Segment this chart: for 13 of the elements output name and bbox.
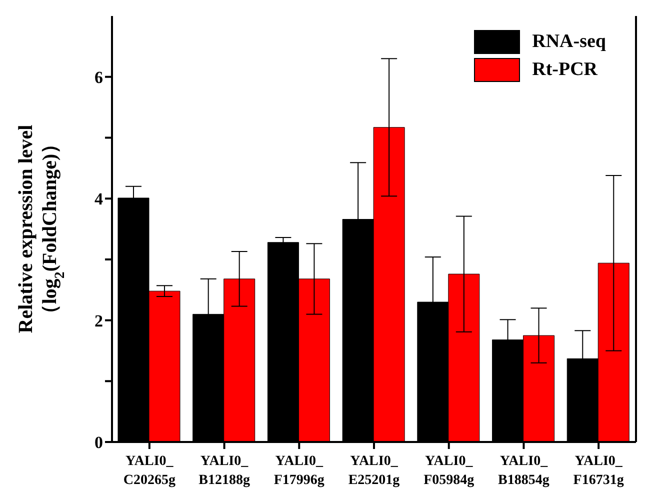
- y-tick-label: 0: [94, 433, 103, 452]
- y-tick-label: 6: [94, 68, 103, 87]
- y-tick-label: 2: [94, 311, 103, 330]
- x-tick-label: YALI0_ F17996g: [274, 454, 324, 488]
- x-tick-label: YALI0_ F16731g: [573, 454, 624, 488]
- x-tick-label: YALI0_ B18854g: [498, 454, 550, 488]
- x-tick-label: YALI0_ B12188g: [198, 454, 250, 488]
- x-tick-label: YALI0_ C20265g: [123, 454, 176, 488]
- legend-label: RNA-seq: [532, 31, 606, 53]
- x-tick-label: YALI0_ F05984g: [424, 454, 474, 488]
- y-tick-label: 4: [94, 190, 104, 209]
- x-tick-label: YALI0_ E25201g: [348, 454, 400, 488]
- legend-label: Rt-PCR: [532, 59, 598, 81]
